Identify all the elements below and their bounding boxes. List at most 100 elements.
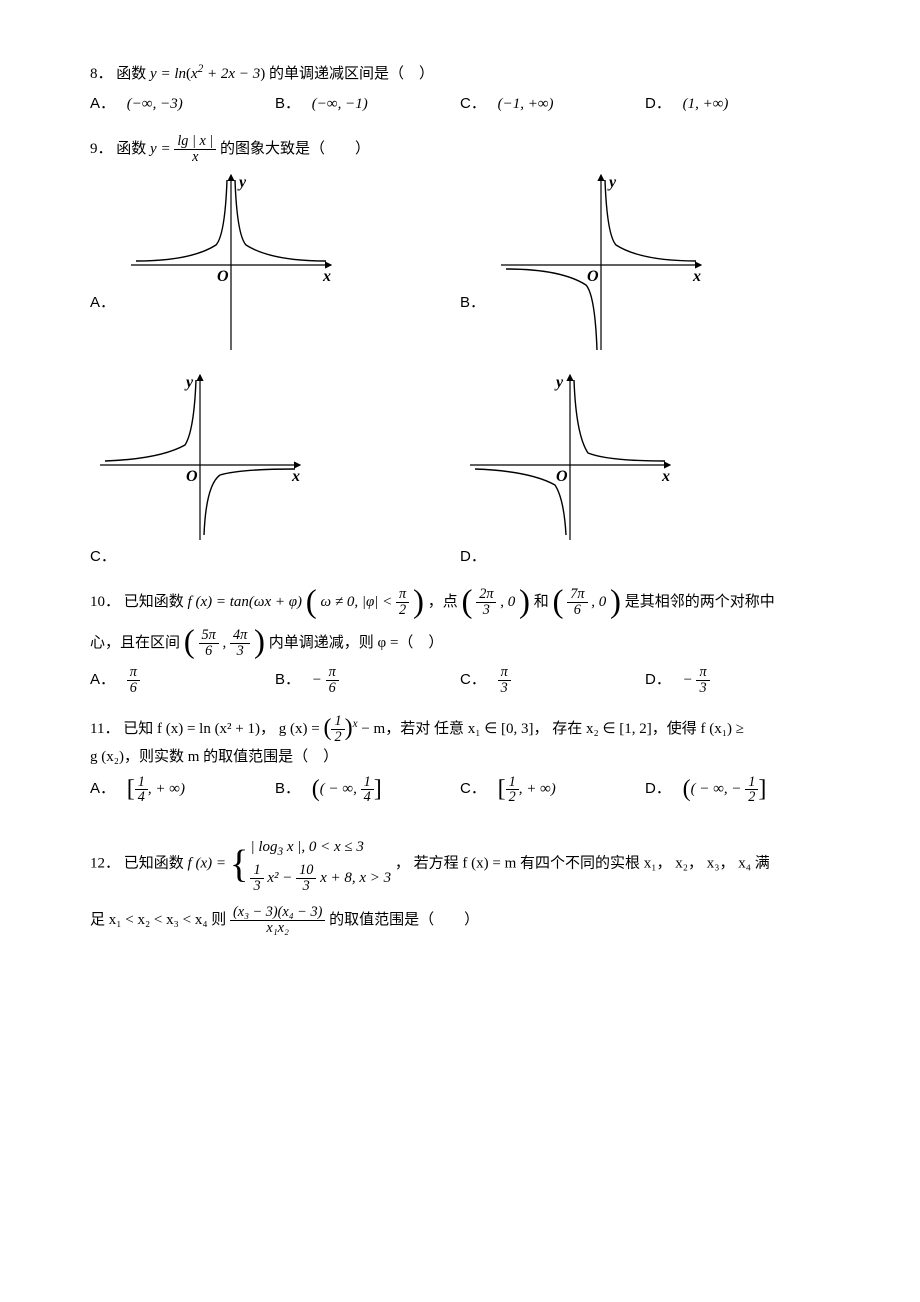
q9-frac: lg | x | x <box>174 134 216 165</box>
q10-optB-frac: π 6 <box>326 665 339 696</box>
q10-pi2: π 2 <box>396 587 409 618</box>
q11-optB-label: B． <box>275 780 300 797</box>
q11-optD-math: (( − ∞, − 12] <box>683 781 767 797</box>
q12-c2a-num: 1 <box>250 863 263 879</box>
rbracket-icon: ] <box>374 779 382 801</box>
q10-p1-zero: , 0 <box>500 594 515 610</box>
q10-l2-post: 内单调递减，则 φ =（ ） <box>269 635 444 651</box>
q8-optC-label: C． <box>460 95 486 112</box>
q10-optD-pre: − <box>683 672 693 688</box>
q9-graph-B: B． y x O <box>460 165 830 355</box>
q8-optA-math: (−∞, −3) <box>127 96 183 112</box>
q12-l2-pre: 足 x₁ < x₂ < x₃ < x₄ 则 <box>90 912 230 928</box>
q11-gx: (12)x <box>323 721 361 737</box>
lbracket-icon: [ <box>498 779 506 801</box>
q12-line2: 足 x₁ < x₂ < x₃ < x₄ 则 (x₃ − 3)(x₄ − 3) x… <box>90 905 830 936</box>
q10-p1-den: 3 <box>476 603 496 618</box>
q8-stem-pre: 函数 <box>116 66 150 82</box>
q12-f-eq: f (x) = <box>188 856 230 872</box>
q12-frac-den: x₁x₂ <box>230 921 325 936</box>
q11-optA-rest: , + ∞) <box>148 781 185 797</box>
q12-c1b: x |, 0 < x ≤ 3 <box>283 839 364 855</box>
q12-piecewise: { | log3 x |, 0 < x ≤ 3 13 x² − 103 x + … <box>230 835 391 893</box>
q12-c2a-den: 3 <box>250 879 263 894</box>
question-12: 12． 已知函数 f (x) = { | log3 x |, 0 < x ≤ 3… <box>90 835 830 936</box>
q12-stem-pre: 已知函数 <box>124 856 188 872</box>
q11-optC-math: [12, + ∞) <box>498 781 556 797</box>
q12-c2b: 103 <box>296 863 316 894</box>
q11-half-num: 1 <box>331 714 344 730</box>
q12-c2mid: x² − <box>264 869 297 885</box>
q11-optA-num: 1 <box>135 775 148 791</box>
q11-optB-pre: ( − ∞, <box>320 781 361 797</box>
q10-optA-frac: π 6 <box>127 665 140 696</box>
q10-p2: 7π 6 , 0 <box>567 594 610 610</box>
q12-frac: (x₃ − 3)(x₄ − 3) x₁x₂ <box>230 905 325 936</box>
q11-optA-label: A． <box>90 780 115 797</box>
lparen-icon: ( <box>461 588 472 618</box>
q11-optD-den: 2 <box>745 790 758 805</box>
q10-optC-frac: π 3 <box>498 665 511 696</box>
q12-c2b-num: 10 <box>296 863 316 879</box>
q10-int-b-num: 4π <box>230 628 250 644</box>
lparen-icon: ( <box>323 718 331 740</box>
q10-pi2-den: 2 <box>396 603 409 618</box>
svg-text:y: y <box>554 374 564 391</box>
q11-optA-math: [14, + ∞) <box>127 781 185 797</box>
svg-text:x: x <box>661 468 670 485</box>
rparen-icon: ) <box>519 588 530 618</box>
q10-optD-label: D． <box>645 671 671 688</box>
q10-p1-num: 2π <box>476 587 496 603</box>
lbracket-icon: [ <box>127 779 135 801</box>
q10-interval: 5π 6 , 4π 3 <box>199 635 255 651</box>
q12-c2a: 13 <box>250 863 263 894</box>
q10-optA: A． π 6 <box>90 665 275 696</box>
q10-optB-math: − π 6 <box>312 672 339 688</box>
question-8: 8． 函数 y = ln(x2 + 2x − 3) 的单调递减区间是（ ） A．… <box>90 60 830 116</box>
q12-case1: | log3 x |, 0 < x ≤ 3 <box>250 835 391 862</box>
q11-optD-pre: ( − ∞, − <box>691 781 746 797</box>
q9-frac-den: x <box>174 150 216 165</box>
q10-f-def: f (x) = tan(ωx + φ) <box>188 594 303 610</box>
q11-options: A． [14, + ∞) B． (( − ∞, 14] C． [12, + ∞)… <box>90 775 830 806</box>
q9-svg-D: y x O <box>460 365 680 545</box>
q10-and: 和 <box>534 594 549 610</box>
q11-optC-num: 1 <box>506 775 519 791</box>
q8-optD-math: (1, +∞) <box>683 96 729 112</box>
svg-text:O: O <box>556 468 568 485</box>
q10-optB-den: 6 <box>326 681 339 696</box>
q10-optD-math: − π 3 <box>683 672 710 688</box>
svg-text:O: O <box>186 468 198 485</box>
q10-p2-num: 7π <box>567 587 587 603</box>
q12-c1a: | log <box>250 839 277 855</box>
q10-optB-num: π <box>326 665 339 681</box>
q12-c2tail: x + 8, x > 3 <box>316 869 391 885</box>
svg-text:x: x <box>692 268 701 285</box>
q10-int-a-num: 5π <box>199 628 219 644</box>
q10-optA-den: 6 <box>127 681 140 696</box>
svg-text:x: x <box>322 268 331 285</box>
q10-optD-frac: π 3 <box>696 665 709 696</box>
q11-optC: C． [12, + ∞) <box>460 775 645 806</box>
q9-number: 9． <box>90 141 113 157</box>
q10-l2-pre: 心，且在区间 <box>90 635 180 651</box>
question-11: 11． 已知 f (x) = ln (x² + 1)， g (x) = (12)… <box>90 714 830 806</box>
q10-options: A． π 6 B． − π 6 C． π 3 D． <box>90 665 830 696</box>
q11-half: 12 <box>331 714 344 745</box>
svg-text:O: O <box>587 268 599 285</box>
q10-int-b: 4π 3 <box>230 628 250 659</box>
q10-int-b-den: 3 <box>230 644 250 659</box>
q11-optC-label: C． <box>460 780 486 797</box>
q11-number: 11． <box>90 721 119 737</box>
q11-optA-frac: 14 <box>135 775 148 806</box>
q10-optA-num: π <box>127 665 140 681</box>
q10-p2-frac: 7π 6 <box>567 587 587 618</box>
q11-optB-num: 1 <box>361 775 374 791</box>
q9-stem-pre: 函数 <box>116 141 150 157</box>
q8-math: y = ln(x2 + 2x − 3) <box>150 66 265 82</box>
rparen-icon: ) <box>413 588 424 618</box>
q10-p2-den: 6 <box>567 603 587 618</box>
q12-cases: | log3 x |, 0 < x ≤ 3 13 x² − 103 x + 8,… <box>250 835 391 893</box>
q10-optC-num: π <box>498 665 511 681</box>
q10-optD-den: 3 <box>696 681 709 696</box>
